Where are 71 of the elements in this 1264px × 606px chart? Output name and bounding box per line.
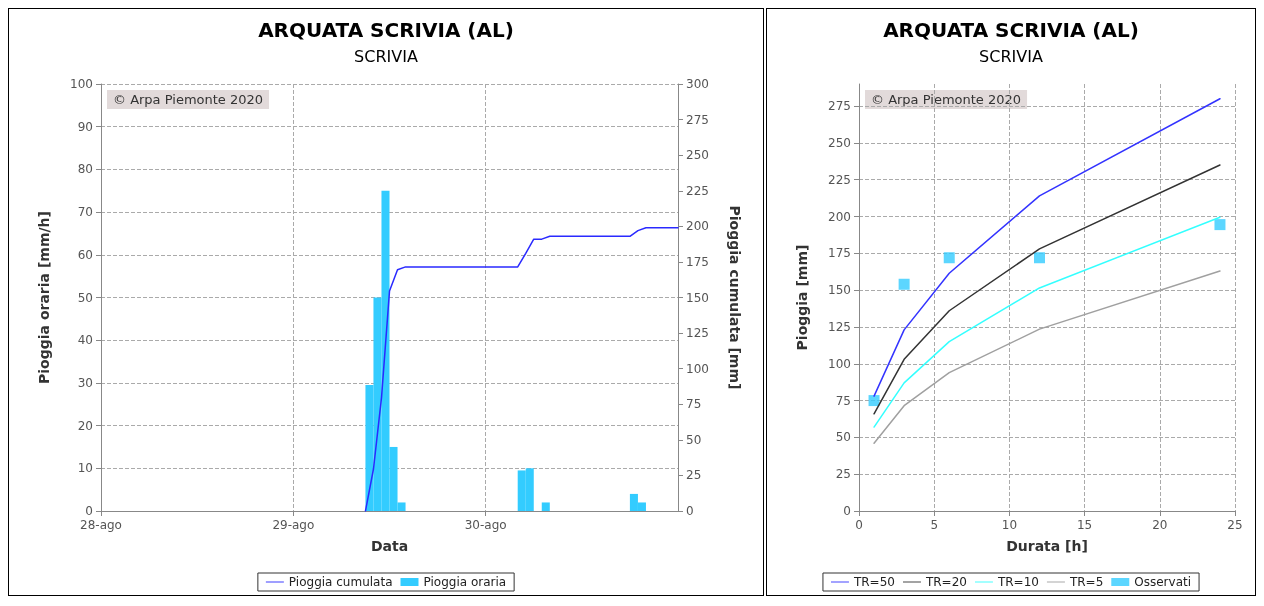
- y-axis-title: Pioggia [mm]: [794, 244, 810, 351]
- y-tick-label: 100: [828, 356, 851, 371]
- y2-tick-label: 100: [686, 361, 709, 376]
- y2-tick-label: 225: [686, 183, 709, 198]
- x-axis-title: Data: [370, 538, 409, 554]
- x-tick-label: 10: [1001, 518, 1018, 532]
- annotation: © Arpa Piemonte 2020: [113, 92, 264, 107]
- x-tick-label: 15: [1076, 518, 1093, 532]
- y-tick-label: 0: [843, 504, 851, 518]
- y2-tick-label: 25: [686, 468, 702, 483]
- y2-tick-label: 75: [686, 397, 702, 412]
- y-tick-label: 250: [828, 135, 851, 150]
- y-tick-label: 75: [835, 393, 851, 408]
- y-tick-label: 20: [77, 418, 93, 433]
- y-tick-label: 0: [85, 504, 93, 518]
- x-tick-label: 29-ago: [272, 518, 315, 532]
- y2-tick-label: 175: [686, 254, 709, 269]
- y2-axis-title: Pioggia cumulata [mm]: [727, 205, 743, 390]
- legend-label: TR=5: [1068, 575, 1104, 589]
- x-tick-label: 25: [1227, 518, 1243, 532]
- y2-tick-label: 0: [686, 504, 694, 518]
- y-tick-label: 175: [828, 246, 851, 261]
- line-series: [873, 164, 1221, 415]
- y-axis-title: Pioggia oraria [mm/h]: [36, 211, 52, 384]
- y-tick-label: 80: [77, 162, 93, 177]
- y-tick-label: 25: [835, 467, 851, 482]
- bar: [541, 502, 550, 511]
- y-tick-label: 275: [828, 99, 851, 114]
- y2-tick-label: 200: [686, 219, 709, 234]
- y-tick-label: 125: [828, 319, 851, 334]
- point: [1214, 219, 1226, 231]
- legend-label: TR=10: [996, 575, 1039, 589]
- y2-tick-label: 125: [686, 326, 709, 341]
- line-series: [364, 227, 679, 512]
- point: [898, 278, 910, 290]
- y-tick-label: 150: [828, 283, 851, 298]
- x-tick-label: 20: [1152, 518, 1168, 532]
- legend-label: Pioggia cumulata: [288, 575, 393, 589]
- y-tick-label: 60: [77, 247, 93, 262]
- y2-tick-label: 250: [686, 148, 709, 163]
- chart-subtitle: SCRIVIA: [354, 46, 418, 66]
- y2-tick-label: 50: [686, 432, 702, 447]
- y-tick-label: 90: [77, 119, 93, 134]
- y-tick-label: 70: [77, 205, 93, 220]
- y-tick-label: 10: [77, 461, 93, 476]
- y-tick-label: 30: [77, 375, 93, 390]
- x-tick-label: 0: [855, 518, 863, 532]
- legend-label: Pioggia oraria: [423, 575, 507, 589]
- y-tick-label: 50: [77, 290, 93, 305]
- chart-title: ARQUATA SCRIVIA (AL): [883, 18, 1139, 42]
- y-tick-label: 200: [828, 209, 851, 224]
- y2-tick-label: 275: [686, 112, 709, 127]
- chart-subtitle: SCRIVIA: [979, 46, 1043, 66]
- y-tick-label: 40: [77, 333, 93, 348]
- x-axis-title: Durata [h]: [1006, 538, 1088, 554]
- chart-title: ARQUATA SCRIVIA (AL): [258, 18, 514, 42]
- x-tick-label: 5: [930, 518, 939, 532]
- legend-label: Osservati: [1134, 575, 1192, 589]
- y2-tick-label: 300: [686, 77, 709, 91]
- x-tick-label: 30-ago: [464, 518, 507, 532]
- y-tick-label: 100: [70, 77, 93, 91]
- x-tick-label: 28-ago: [80, 518, 122, 532]
- point: [868, 395, 880, 407]
- y-tick-label: 225: [828, 172, 851, 187]
- legend-label: TR=20: [924, 575, 967, 589]
- legend-label: TR=50: [852, 575, 895, 589]
- point: [943, 252, 955, 264]
- point: [1033, 252, 1045, 264]
- y-tick-label: 50: [835, 430, 851, 445]
- y2-tick-label: 150: [686, 290, 709, 305]
- annotation: © Arpa Piemonte 2020: [871, 92, 1022, 107]
